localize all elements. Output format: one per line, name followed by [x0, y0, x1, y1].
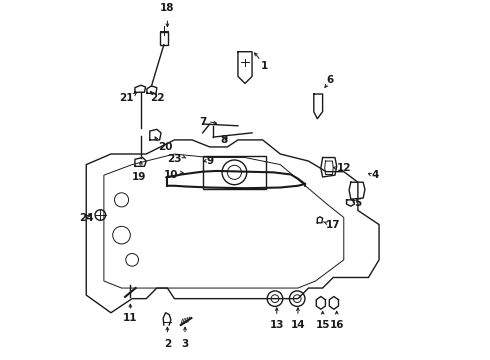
Text: 15: 15: [316, 320, 330, 330]
Text: 16: 16: [329, 320, 344, 330]
Text: 24: 24: [79, 212, 94, 222]
Text: 4: 4: [372, 170, 379, 180]
Text: 20: 20: [159, 142, 173, 152]
Text: 2: 2: [164, 339, 171, 349]
Text: 3: 3: [181, 339, 189, 349]
Text: 17: 17: [326, 220, 341, 230]
Text: 10: 10: [164, 170, 178, 180]
Text: 19: 19: [132, 172, 147, 182]
Text: 18: 18: [160, 3, 174, 13]
Text: 1: 1: [261, 61, 268, 71]
Text: 6: 6: [326, 75, 333, 85]
Text: 8: 8: [220, 135, 227, 145]
Text: 11: 11: [123, 313, 138, 323]
Text: 7: 7: [199, 117, 206, 127]
Text: 14: 14: [291, 320, 305, 330]
Text: 23: 23: [167, 154, 181, 164]
Text: 21: 21: [120, 93, 134, 103]
Text: 13: 13: [270, 320, 284, 330]
Text: 5: 5: [354, 198, 362, 208]
Text: 9: 9: [206, 156, 213, 166]
Text: 22: 22: [150, 93, 164, 103]
Bar: [160, 32, 169, 45]
Bar: [203, 156, 266, 189]
Text: 12: 12: [337, 163, 351, 173]
